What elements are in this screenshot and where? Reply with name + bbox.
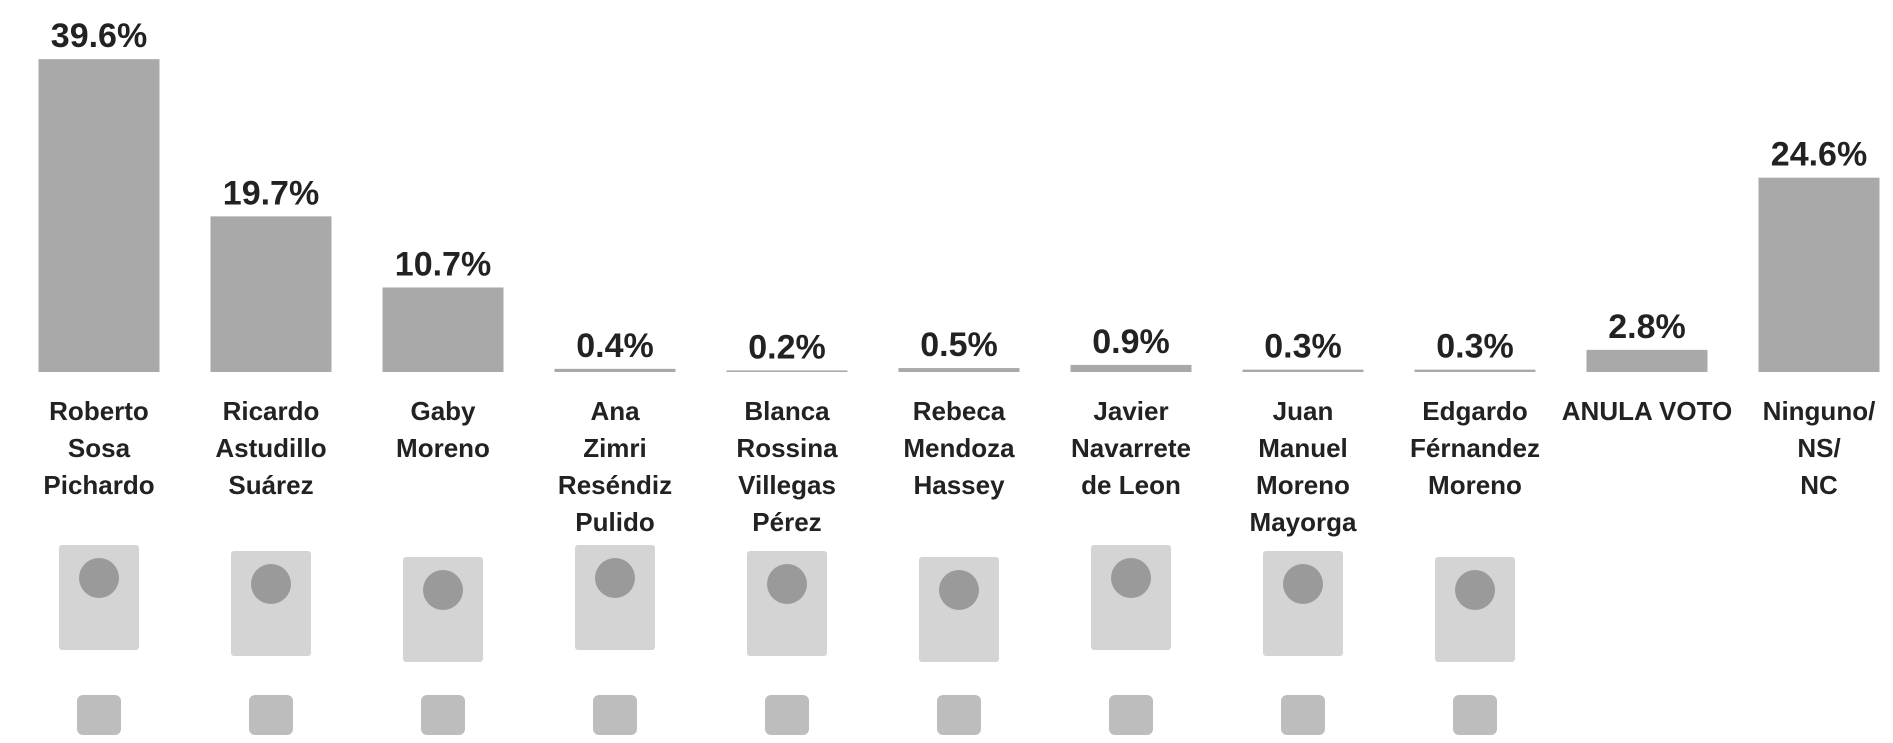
bar [1586,349,1708,372]
category-label: Blanca Rossina Villegas Pérez [736,396,838,537]
value-label: 0.4% [576,327,654,365]
party-logo [1453,695,1497,735]
party-logo [765,695,809,735]
candidate-face [1111,558,1151,598]
category-label: Ricardo Astudillo Suárez [215,396,326,500]
candidate-face [423,570,463,610]
party-logo [593,695,637,735]
value-label: 24.6% [1771,136,1867,174]
value-label: 39.6% [51,17,147,55]
candidate-face [1455,570,1495,610]
category-label: Rebeca Mendoza Hassey [903,396,1015,500]
bar [1070,364,1192,372]
value-label: 10.7% [395,245,491,283]
candidate-face [767,564,807,604]
candidate-face [595,558,635,598]
category-label: Roberto Sosa Pichardo [43,396,154,500]
category-label: Edgardo Férnandez Moreno [1410,396,1540,500]
bar [1242,369,1364,372]
category-label: Juan Manuel Moreno Mayorga [1250,396,1357,537]
bar [554,368,676,372]
party-logo [249,695,293,735]
value-label: 0.5% [920,326,998,364]
category-label: ANULA VOTO [1562,396,1732,426]
value-label: 0.9% [1092,323,1170,361]
value-label: 0.2% [748,328,826,366]
bar [898,368,1020,372]
candidate-face [251,564,291,604]
bar [1414,369,1536,372]
category-label: Ana Zimri Reséndiz Pulido [558,396,672,537]
bar [210,216,332,372]
bar [38,59,160,372]
candidate-face [1283,564,1323,604]
party-logo [421,695,465,735]
candidate-face [79,558,119,598]
candidate-images [59,545,1515,735]
bar [726,370,848,372]
category-label: Javier Navarrete de Leon [1071,396,1191,500]
party-logo [1109,695,1153,735]
value-label: 19.7% [223,174,319,212]
candidate-face [939,570,979,610]
category-label: Ninguno/NS/NC [1763,396,1876,500]
party-logo [1281,695,1325,735]
value-label: 0.3% [1436,328,1514,366]
party-logo [937,695,981,735]
value-label: 2.8% [1608,308,1686,346]
party-logo [77,695,121,735]
bar [382,287,504,372]
value-label: 0.3% [1264,328,1342,366]
category-label: Gaby Moreno [396,396,490,463]
bar [1758,177,1880,372]
